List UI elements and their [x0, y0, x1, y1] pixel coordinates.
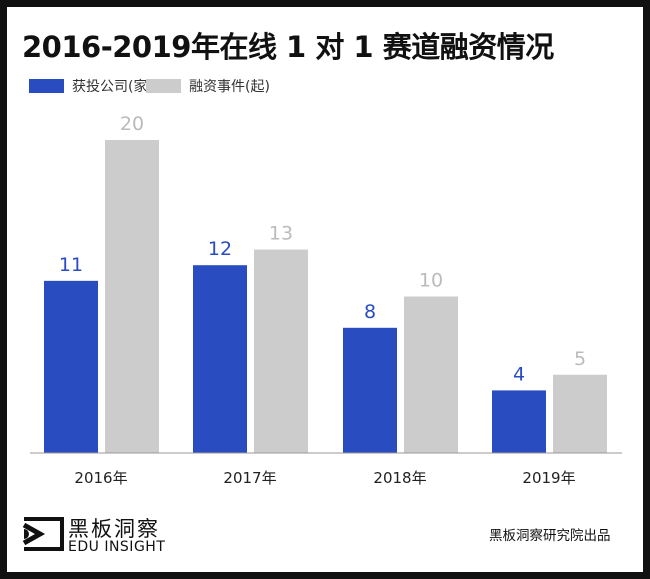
brand-name-en: EDU INSIGHT: [68, 539, 166, 555]
bar-companies-3: [492, 390, 546, 453]
legend-item-events: 融资事件(起): [146, 76, 270, 96]
data-label: 11: [59, 254, 83, 276]
bar-companies-0: [44, 280, 98, 453]
legend-swatch-blue: [29, 79, 64, 93]
data-label: 8: [364, 301, 376, 323]
edu-insight-logo-icon: [22, 517, 64, 551]
bar-events-0: [105, 140, 159, 453]
x-tick-label: 2019年: [522, 469, 575, 487]
bar-companies-1: [193, 265, 247, 453]
credit-text: 黑板洞察研究院出品: [489, 528, 611, 544]
data-label: 4: [513, 363, 525, 385]
bar-events-1: [254, 249, 308, 453]
data-label: 5: [574, 348, 586, 370]
data-label: 13: [269, 223, 293, 245]
legend-label: 融资事件(起): [189, 79, 270, 95]
bar-events-3: [553, 374, 607, 453]
x-tick-label: 2018年: [373, 469, 426, 487]
legend-item-companies: 获投公司(家): [29, 76, 153, 96]
legend-swatch-gray: [146, 79, 181, 93]
legend-label: 获投公司(家): [72, 79, 153, 95]
brand-name-cn: 黑板洞察: [68, 517, 160, 541]
bar-events-2: [404, 296, 458, 453]
x-tick-label: 2016年: [74, 469, 127, 487]
bar-companies-2: [343, 327, 397, 453]
data-label: 12: [208, 238, 232, 260]
data-label: 20: [120, 113, 144, 135]
data-label: 10: [419, 270, 443, 292]
x-tick-label: 2017年: [223, 469, 276, 487]
chart-title: 2016-2019年在线 1 对 1 赛道融资情况: [22, 30, 554, 64]
